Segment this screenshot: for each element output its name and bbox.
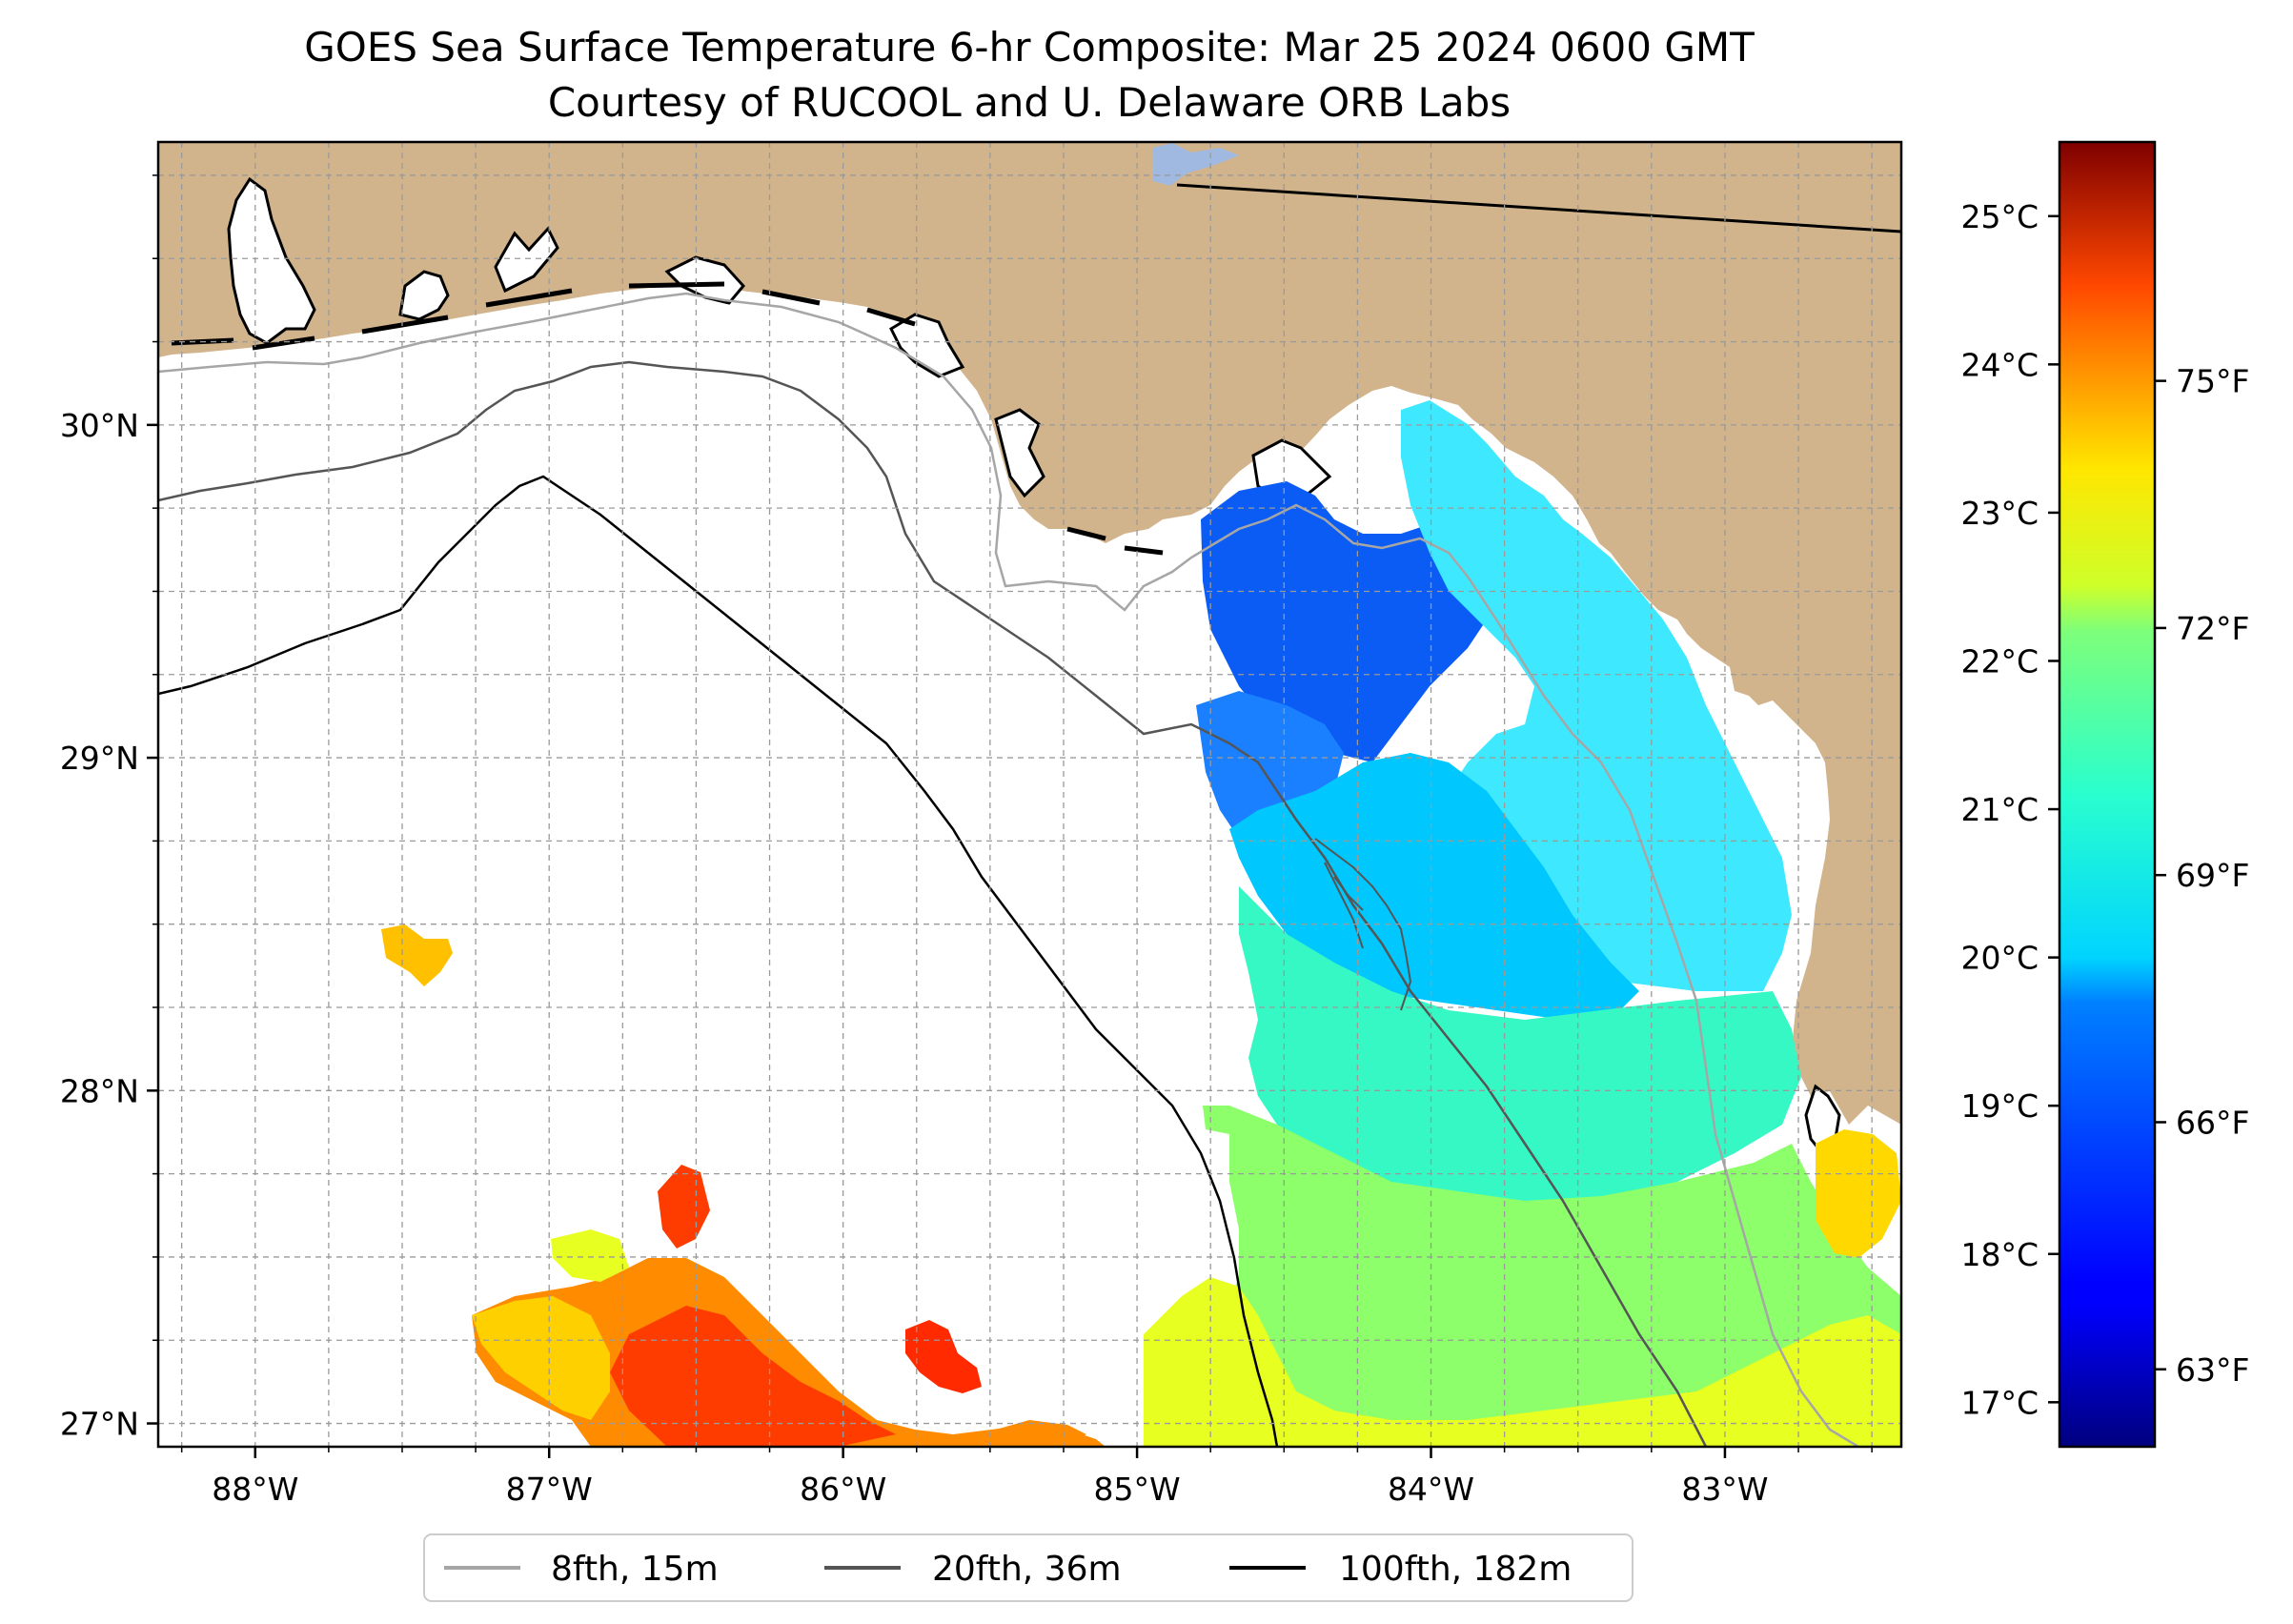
fahrenheit-tick-label: 63°F	[2176, 1351, 2249, 1389]
legend-box	[423, 1533, 1634, 1602]
lon-tick-label: 86°W	[800, 1471, 886, 1508]
isobath-legend: 8fth, 15m 20fth, 36m 100fth, 182m	[423, 1533, 1634, 1602]
sst-field	[381, 400, 1901, 1447]
isobath-100fth	[158, 475, 1279, 1447]
sst-south-yellow	[1144, 1277, 1901, 1447]
bay-pensacola	[398, 270, 450, 321]
gridlines	[158, 142, 1901, 1447]
sst-southwest-red	[610, 1306, 896, 1447]
celsius-tick-label: 18°C	[1960, 1236, 2039, 1273]
map-title: GOES Sea Surface Temperature 6-hr Compos…	[304, 24, 1755, 71]
celsius-tick-label: 25°C	[1960, 198, 2039, 235]
sst-speck-green	[1203, 1106, 1244, 1134]
fahrenheit-tick-label: 66°F	[2176, 1104, 2249, 1141]
colorbar-frame	[2058, 140, 2157, 1449]
celsius-tick-label: 24°C	[1960, 346, 2039, 383]
colorbar-celsius-axis: 17°C 18°C 19°C 20°C 21°C 22°C 23°C 24°C 25°C	[1960, 198, 2060, 1421]
sst-tampa-yellow	[1816, 1129, 1901, 1258]
celsius-tick-label: 21°C	[1960, 791, 2039, 828]
legend-label-8fth: 8fth, 15m	[551, 1550, 719, 1589]
lat-tick-label: 30°N	[60, 407, 139, 444]
legend-label-20fth: 20fth, 36m	[932, 1550, 1122, 1589]
colorbar: 17°C 18°C 19°C 20°C 21°C 22°C 23°C 24°C 25°C 63°…	[1960, 140, 2249, 1449]
bay-choctawhatchee	[494, 226, 559, 294]
sst-north-specks-red	[658, 1165, 710, 1248]
sst-speck-orange	[381, 924, 453, 986]
lat-tick-label: 27°N	[60, 1406, 139, 1443]
fahrenheit-tick-label: 72°F	[2176, 610, 2249, 647]
sst-south-green	[1144, 1106, 1901, 1447]
lat-axis: 27°N 28°N 29°N 30°N	[60, 174, 158, 1443]
sst-central-cyan	[1229, 753, 1639, 1020]
lon-axis: 88°W 87°W 86°W 85°W 84°W 83°W	[180, 1447, 1873, 1508]
state-boundary-line	[1176, 183, 1901, 233]
lon-tick-label: 88°W	[212, 1471, 298, 1508]
bay-mobile	[227, 176, 316, 345]
celsius-tick-label: 17°C	[1960, 1384, 2039, 1421]
sst-southwest-yellow	[472, 1296, 610, 1420]
celsius-tick-label: 22°C	[1960, 642, 2039, 680]
celsius-tick-label: 19°C	[1960, 1087, 2039, 1125]
isobath-8fth	[158, 292, 1859, 1447]
legend-label-100fth: 100fth, 182m	[1339, 1550, 1572, 1589]
fahrenheit-tick-label: 75°F	[2176, 363, 2249, 400]
isobath-20fth	[158, 360, 1708, 1447]
sst-island-red	[905, 1320, 982, 1393]
lon-tick-label: 84°W	[1388, 1471, 1474, 1508]
fahrenheit-tick-label: 69°F	[2176, 857, 2249, 894]
lake	[1153, 143, 1239, 186]
lat-tick-label: 29°N	[60, 740, 139, 777]
sst-central-aqua	[1239, 886, 1801, 1210]
bay-apalachicola	[994, 408, 1045, 498]
colorbar-gradient	[2060, 142, 2155, 1447]
celsius-tick-label: 23°C	[1960, 495, 2039, 532]
land-north-coast	[158, 142, 1901, 1125]
map-subtitle: Courtesy of RUCOOL and U. Delaware ORB L…	[548, 79, 1511, 126]
lon-tick-label: 85°W	[1094, 1471, 1181, 1508]
lon-tick-label: 87°W	[506, 1471, 593, 1508]
sst-north-specks-yellow	[551, 1229, 629, 1282]
map-frame	[156, 140, 1903, 1449]
celsius-tick-label: 20°C	[1960, 940, 2039, 977]
lat-tick-label: 28°N	[60, 1072, 139, 1109]
lon-tick-label: 83°W	[1681, 1471, 1768, 1508]
bay-st-andrew	[664, 255, 745, 305]
map-panel	[158, 142, 1901, 1447]
colorbar-fahrenheit-axis: 63°F 66°F 69°F 72°F 75°F	[2155, 363, 2249, 1389]
